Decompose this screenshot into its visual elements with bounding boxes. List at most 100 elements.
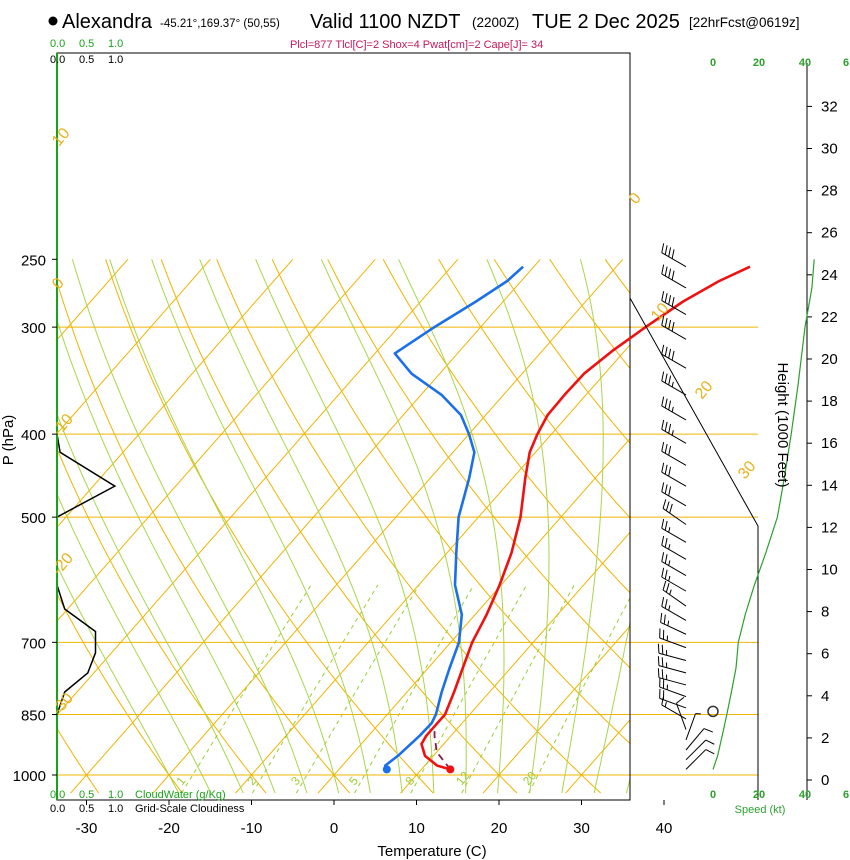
cloud-scale-label: 0.0: [50, 803, 65, 815]
barb-half: [671, 406, 674, 413]
dry-adiabat-50: [327, 259, 630, 669]
height-tick-label: 20: [821, 351, 838, 368]
p-tick-label: 500: [21, 510, 46, 527]
barb-flag: [661, 597, 665, 607]
barb-flag: [661, 644, 664, 655]
barb-flag: [657, 668, 660, 678]
cloud-scale-label: 0.5: [79, 38, 94, 50]
dry-adiabat-80: [493, 259, 630, 444]
barb-flag: [671, 350, 675, 361]
speed-tick-top: 0: [710, 57, 716, 69]
barb-staff: [659, 637, 687, 649]
dry-adiabat-60: [382, 259, 630, 594]
wind-barb: [685, 739, 715, 761]
barb-flag: [664, 293, 668, 303]
barb-flag: [664, 537, 668, 548]
barb-staff: [661, 428, 687, 444]
barb-staff: [661, 605, 687, 621]
barb-flag: [669, 503, 673, 514]
valid-utc: (2200Z): [472, 15, 519, 30]
station-name: Alexandra: [62, 11, 153, 33]
wind-barb: [662, 580, 687, 607]
barb-half: [668, 560, 671, 566]
mixing-ratio-2: [251, 584, 379, 794]
moist-adiabat-20: [398, 259, 505, 794]
x-tick-label: 40: [656, 820, 673, 837]
barb-flag: [705, 749, 715, 755]
cloud-scale-label: 0.5: [79, 54, 94, 66]
forecast-run: [22hrFcst@0619z]: [689, 15, 800, 30]
wind-barb: [661, 396, 687, 421]
p-tick-label: 850: [21, 708, 46, 725]
side-panels: 0246810121416182022242628303200202040406…: [629, 57, 849, 801]
height-tick-label: 22: [821, 309, 838, 326]
wind-barb: [661, 597, 687, 621]
isotherm--20: [152, 258, 624, 794]
speed-tick-top: 6: [843, 57, 849, 69]
barb-flag: [664, 569, 668, 580]
cloud-scale-label: 0.5: [79, 789, 94, 801]
barb-staff: [685, 739, 707, 761]
height-tick-label: 28: [821, 183, 838, 200]
height-tick-label: 14: [821, 477, 838, 494]
barb-flag: [664, 346, 668, 357]
barb-flag: [664, 266, 668, 277]
wind-barb: [657, 668, 687, 686]
barb-flag: [661, 552, 665, 562]
barb-flag: [664, 484, 668, 494]
cloudiness-label: Grid-Scale Cloudiness: [135, 803, 245, 815]
barb-flag: [668, 445, 672, 456]
x-tick-label: -10: [241, 820, 263, 837]
barb-flag: [668, 295, 672, 305]
barb-staff: [661, 561, 687, 576]
p-tick-label: 700: [21, 635, 46, 652]
barb-staff: [661, 491, 687, 507]
barb-flag: [668, 375, 672, 386]
barb-flag: [657, 643, 660, 654]
moist-adiabat--8: [57, 318, 276, 794]
barb-staff: [662, 589, 687, 607]
wind-barb: [659, 677, 687, 698]
speed-tick-bottom: 20: [753, 789, 765, 801]
barb-flag: [671, 297, 675, 307]
barb-staff: [659, 686, 687, 698]
lcl-marker: [707, 705, 719, 718]
wind-barb: [685, 749, 715, 770]
dry-adiabat-90: [549, 259, 630, 370]
speed-tick-bottom: 0: [710, 789, 716, 801]
moist-adiabat-24: [486, 259, 550, 794]
station-dot: [48, 16, 58, 26]
wind-barb: [685, 728, 714, 751]
cloud-scale-label: 1.0: [108, 803, 123, 815]
plot-frame: [56, 52, 631, 801]
cloud-fraction-line: [56, 259, 117, 775]
barb-flag: [661, 264, 665, 275]
moist-adiabat-32: [593, 619, 630, 794]
moist-adiabat-12: [255, 259, 435, 794]
barb-staff: [661, 273, 687, 289]
isotherm-label: 20: [692, 378, 717, 403]
barb-flag: [663, 614, 666, 625]
moist-adiabat--12: [57, 412, 244, 794]
sounding-indices: Plcl=877 Tlcl[C]=2 Shox=4 Pwat[cm]=2 Cap…: [290, 39, 543, 51]
barb-half: [664, 701, 667, 708]
speed-axis-title: Speed (kt): [735, 804, 786, 816]
barb-flag: [661, 371, 665, 382]
mixing-ratio-8: [410, 584, 528, 794]
station-coords: -45.21°,169.37° (50,55): [160, 18, 280, 30]
wind-barb: [661, 535, 687, 560]
barb-staff: [685, 713, 697, 741]
speed-tick-bottom: 40: [799, 789, 811, 801]
wind-barb: [661, 243, 687, 268]
barb-flag: [665, 501, 670, 511]
barb-flag: [671, 270, 675, 281]
x-tick-label: 20: [491, 820, 508, 837]
background-grid: [56, 52, 758, 801]
dry-adiabat-40: [271, 259, 630, 745]
dry-adiabat-70: [438, 259, 630, 519]
barb-staff: [661, 450, 687, 466]
cloud-scale-label: 1.0: [108, 38, 123, 50]
barb-staff: [661, 300, 687, 315]
barb-flag: [665, 583, 670, 593]
